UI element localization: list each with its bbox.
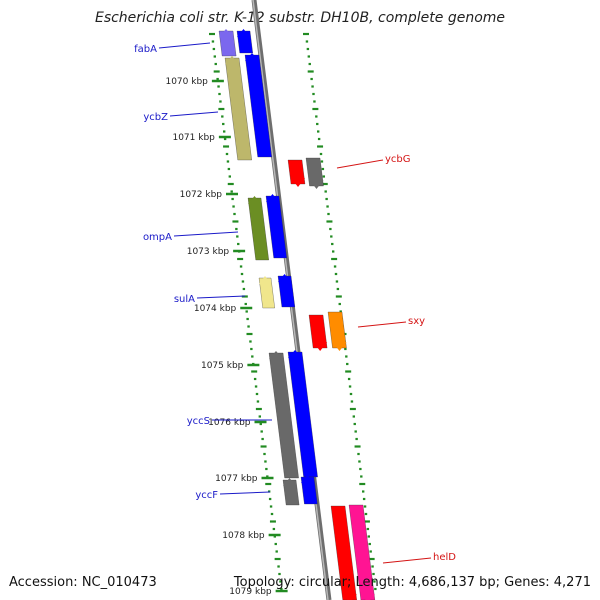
accession-label: Accession: NC_010473	[9, 575, 157, 590]
gene-arrow-tip	[301, 475, 314, 483]
scale-label: 1075 kbp	[201, 361, 244, 371]
gene-feature-yccF[interactable]	[282, 479, 300, 506]
gene-label-helD[interactable]: helD	[433, 552, 456, 563]
gene-label-ycbG[interactable]: ycbG	[385, 154, 411, 165]
scale-label: 1073 kbp	[187, 247, 230, 257]
gene-arrow-tip	[266, 194, 279, 202]
gene-arrow-tip	[259, 276, 271, 284]
gene-arrow-tip	[332, 342, 347, 351]
gene-arrow-tip	[278, 274, 291, 282]
scale-label: 1070 kbp	[165, 77, 208, 87]
gene-arrow-tip	[313, 342, 328, 351]
leader-line	[158, 42, 211, 49]
gene-label-sulA[interactable]: sulA	[174, 294, 195, 305]
gene-arrow-tip	[342, 594, 357, 600]
scale-label: 1079 kbp	[229, 587, 272, 597]
gene-label-fabA[interactable]: fabA	[134, 44, 157, 55]
gene-feature-helD[interactable]	[330, 505, 357, 600]
gene-feature-yccF[interactable]	[300, 476, 318, 505]
gene-feature-ycbG[interactable]	[305, 157, 324, 187]
gene-feature-sxy[interactable]	[308, 314, 328, 349]
gene-label-ycbZ[interactable]: ycbZ	[143, 112, 168, 123]
leader-line	[382, 557, 432, 564]
gene-feature-sxy[interactable]	[327, 311, 347, 349]
scale-label: 1071 kbp	[172, 133, 215, 143]
gene-arrow-tip	[283, 478, 296, 486]
leader-line	[173, 231, 239, 237]
gene-arrow-tip	[237, 29, 250, 37]
gene-arrow-tip	[291, 178, 305, 187]
gene-arrow-tip	[248, 196, 261, 204]
leader-line	[196, 295, 246, 299]
scale-label: 1077 kbp	[215, 474, 258, 484]
gene-feature-fabA[interactable]	[218, 30, 237, 57]
gene-label-sxy[interactable]: sxy	[408, 316, 425, 327]
gene-feature-yccS[interactable]	[268, 352, 299, 479]
topology-text: Topology: circular; Length: 4,686,137 bp…	[233, 575, 591, 590]
gene-arrow-tip	[219, 29, 233, 37]
gene-feature-ompA[interactable]	[265, 195, 287, 259]
topology-label: Topology: circular; Length: 4,686,137 bp…	[234, 575, 591, 590]
gene-arrow-tip	[360, 594, 375, 600]
gene-feature-ompA[interactable]	[247, 197, 269, 261]
gene-feature-helD[interactable]	[348, 504, 376, 600]
gene-label-ompA[interactable]: ompA	[143, 232, 172, 243]
gene-feature-sulA[interactable]	[277, 275, 296, 308]
gene-feature-ycbZ[interactable]	[244, 54, 272, 158]
scale-label: 1074 kbp	[194, 304, 237, 314]
scale-label: 1078 kbp	[222, 531, 265, 541]
map-title: Escherichia coli str. K-12 substr. DH10B…	[94, 10, 506, 26]
gene-label-yccS[interactable]: yccS	[187, 416, 210, 427]
gene-arrow-tip	[288, 350, 302, 358]
gene-feature-yccS[interactable]	[287, 351, 318, 478]
gene-feature-sulA[interactable]	[258, 277, 275, 309]
scale-label: 1072 kbp	[180, 190, 223, 200]
leader-line	[357, 321, 407, 328]
gene-arrow-tip	[245, 53, 259, 61]
leader-line	[169, 111, 219, 117]
gene-arrow-tip	[309, 180, 324, 189]
gene-label-yccF[interactable]: yccF	[195, 490, 218, 501]
leader-line	[336, 159, 384, 169]
leader-line	[219, 491, 271, 495]
gene-feature-ycbZ[interactable]	[224, 57, 252, 161]
scale-label: 1076 kbp	[208, 418, 251, 428]
gene-arrow-tip	[225, 56, 239, 64]
gene-arrow-tip	[269, 351, 283, 359]
